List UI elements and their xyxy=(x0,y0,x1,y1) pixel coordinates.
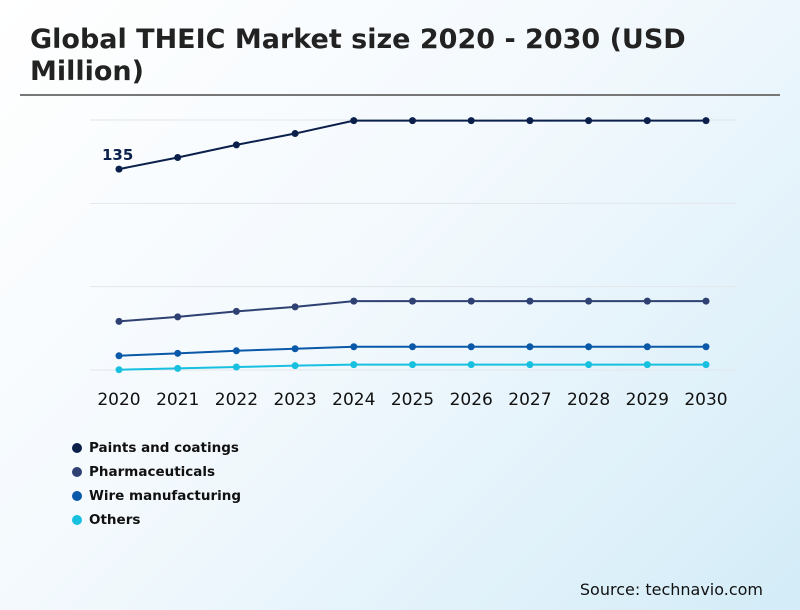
data-point xyxy=(232,347,240,355)
legend-label: Pharmaceuticals xyxy=(89,464,216,480)
x-tick-label: 2027 xyxy=(508,390,551,410)
data-point xyxy=(350,343,358,351)
data-point xyxy=(232,141,240,149)
x-tick-label: 2021 xyxy=(156,390,199,410)
source-credit: Source: technavio.com xyxy=(579,580,763,599)
data-point xyxy=(702,361,710,369)
data-point xyxy=(702,343,710,351)
data-point xyxy=(291,130,299,138)
data-point xyxy=(585,361,593,369)
data-point xyxy=(643,117,651,125)
legend-item-wire[interactable]: Wire manufacturing xyxy=(72,484,241,508)
data-point xyxy=(643,343,651,351)
legend: Paints and coatings Pharmaceuticals Wire… xyxy=(72,436,241,532)
data-point xyxy=(350,361,358,369)
x-tick-label: 2025 xyxy=(391,390,434,410)
legend-dot-icon xyxy=(72,491,82,501)
data-point xyxy=(467,117,475,125)
x-tick-label: 2028 xyxy=(567,390,610,410)
data-point xyxy=(174,313,182,321)
legend-dot-icon xyxy=(72,515,82,525)
x-tick-label: 2026 xyxy=(450,390,493,410)
data-point xyxy=(409,343,416,351)
data-point xyxy=(115,366,123,374)
x-tick-label: 2020 xyxy=(97,390,140,410)
data-point xyxy=(643,297,651,305)
data-point xyxy=(409,117,416,125)
data-point xyxy=(232,363,240,371)
legend-label: Paints and coatings xyxy=(89,440,239,456)
x-tick-label: 2024 xyxy=(332,390,375,410)
data-point xyxy=(526,117,534,125)
legend-item-others[interactable]: Others xyxy=(72,508,241,532)
data-point xyxy=(291,362,299,370)
data-point xyxy=(174,364,182,372)
data-point xyxy=(350,297,358,305)
legend-dot-icon xyxy=(72,443,82,453)
data-point xyxy=(115,317,123,325)
data-point xyxy=(585,343,593,351)
data-point xyxy=(409,361,416,369)
data-point xyxy=(115,352,123,360)
data-point xyxy=(291,345,299,353)
data-point xyxy=(526,297,534,305)
chart-title: Global THEIC Market size 2020 - 2030 (US… xyxy=(30,24,686,87)
data-point xyxy=(526,343,534,351)
data-point xyxy=(115,165,123,173)
data-point xyxy=(643,361,651,369)
data-point xyxy=(526,361,534,369)
data-point xyxy=(291,303,299,311)
legend-label: Others xyxy=(89,512,141,528)
x-tick-label: 2030 xyxy=(684,390,727,410)
data-point xyxy=(174,154,182,161)
data-point xyxy=(585,297,593,305)
data-point xyxy=(702,117,710,125)
title-divider xyxy=(20,94,780,96)
x-tick-label: 2029 xyxy=(626,390,669,410)
data-point xyxy=(174,349,182,357)
data-point xyxy=(232,307,240,315)
data-point xyxy=(467,343,475,351)
legend-label: Wire manufacturing xyxy=(89,488,242,504)
data-point xyxy=(467,297,475,305)
data-point xyxy=(467,361,475,369)
data-label: 135 xyxy=(102,146,133,164)
data-point xyxy=(585,117,593,125)
series-line xyxy=(118,119,706,171)
legend-item-pharmaceuticals[interactable]: Pharmaceuticals xyxy=(72,460,241,484)
data-point xyxy=(702,297,710,305)
x-tick-label: 2023 xyxy=(273,390,316,410)
legend-dot-icon xyxy=(72,467,82,477)
x-tick-label: 2022 xyxy=(215,390,258,410)
legend-item-paints[interactable]: Paints and coatings xyxy=(72,436,241,460)
data-point xyxy=(350,117,358,125)
data-point xyxy=(409,297,416,305)
